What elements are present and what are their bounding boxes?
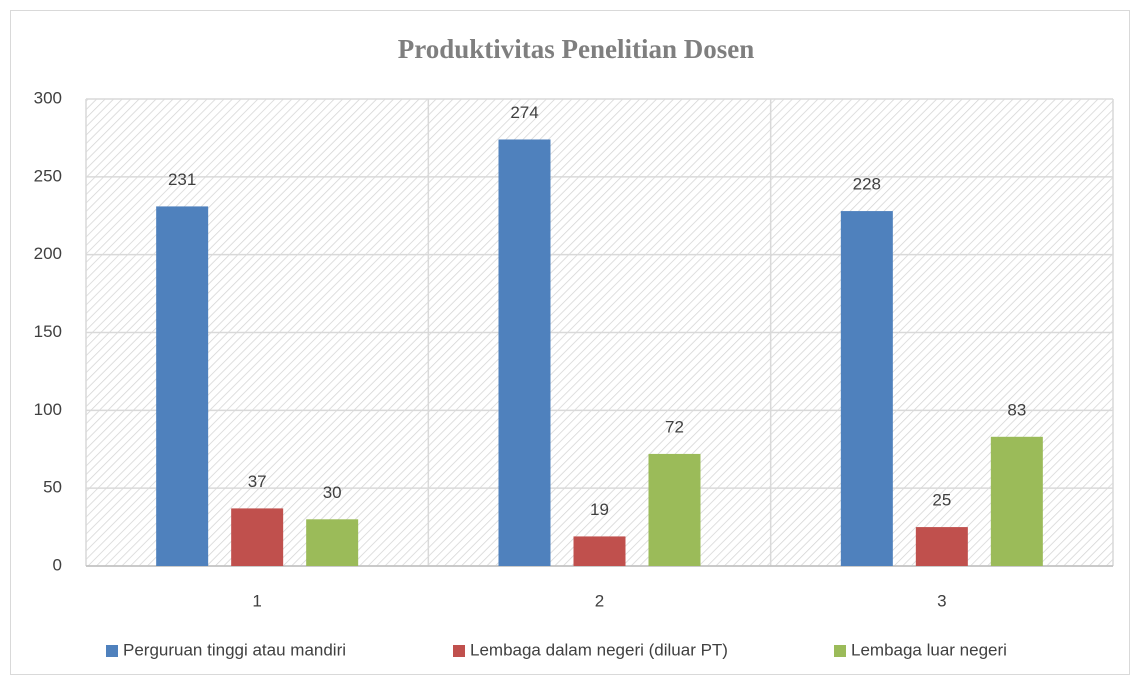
data-label: 25 xyxy=(932,491,951,510)
x-tick-label: 3 xyxy=(937,591,946,610)
y-tick-label: 250 xyxy=(34,166,62,185)
data-label: 37 xyxy=(248,472,267,491)
y-tick-label: 100 xyxy=(34,400,62,419)
data-label: 274 xyxy=(510,103,538,122)
legend-label: Lembaga dalam negeri (diluar PT) xyxy=(470,640,728,659)
bar xyxy=(648,453,701,566)
data-label: 72 xyxy=(665,417,684,436)
legend-swatch xyxy=(834,645,846,657)
x-tick-label: 2 xyxy=(595,591,604,610)
y-tick-label: 200 xyxy=(34,244,62,263)
chart-title: Produktivitas Penelitian Dosen xyxy=(398,34,755,64)
y-tick-label: 150 xyxy=(34,322,62,341)
legend-swatch xyxy=(106,645,118,657)
y-tick-label: 300 xyxy=(34,88,62,107)
legend-label: Lembaga luar negeri xyxy=(851,640,1007,659)
data-label: 228 xyxy=(853,175,881,194)
x-tick-label: 1 xyxy=(252,591,261,610)
bar xyxy=(156,206,209,566)
bar xyxy=(231,508,284,566)
data-label: 19 xyxy=(590,500,609,519)
data-label: 83 xyxy=(1007,400,1026,419)
data-label: 231 xyxy=(168,170,196,189)
y-tick-label: 50 xyxy=(43,478,62,497)
bar xyxy=(990,436,1043,566)
bar xyxy=(306,519,359,566)
legend-label: Perguruan tinggi atau mandiri xyxy=(123,640,346,659)
bar xyxy=(840,211,893,566)
bar xyxy=(573,536,626,566)
data-label: 30 xyxy=(323,483,342,502)
bar xyxy=(498,139,551,566)
bar xyxy=(915,527,968,566)
y-tick-label: 0 xyxy=(53,555,62,574)
legend-swatch xyxy=(453,645,465,657)
